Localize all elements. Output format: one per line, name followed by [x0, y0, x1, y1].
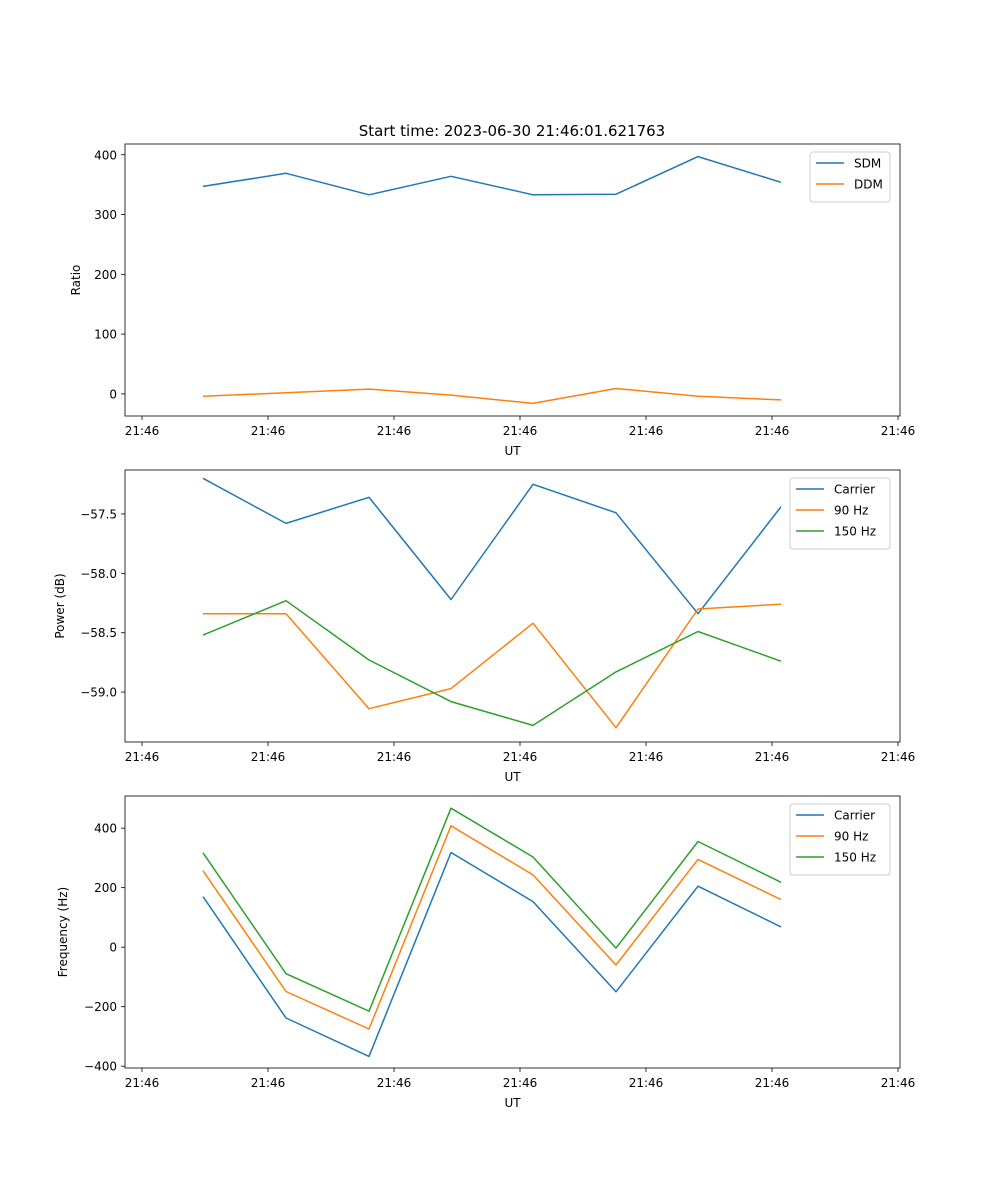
y-tick-label: 400: [94, 148, 117, 162]
plot-frame: [124, 469, 901, 743]
x-tick-label: 21:46: [377, 750, 412, 764]
x-tick-label: 21:46: [251, 750, 286, 764]
legend: Carrier 90 Hz 150 Hz: [789, 477, 891, 550]
chart-panel-2: 21:46 21:46 21:46 21:46 21:46 21:46 21:46 UT −59…: [53, 469, 916, 784]
x-tick-label: 21:46: [881, 1076, 916, 1090]
chart-panel-3: 21:46 21:46 21:46 21:46 21:46 21:46 21:46 UT −40…: [56, 795, 916, 1110]
series-line-150-hz: [202, 807, 782, 1012]
legend-box: [809, 151, 891, 203]
legend: SDM DDM: [809, 151, 891, 203]
series-line-sdm: [202, 155, 782, 196]
x-tick-label: 21:46: [125, 424, 160, 438]
y-tick-label: 0: [109, 387, 117, 401]
y-tick-label: 200: [94, 268, 117, 282]
y-tick-label: −58.0: [80, 567, 117, 581]
chart-panel-1: 21:46 21:46 21:46 21:46 21:46 21:46 21:46 UT 0 10…: [69, 143, 916, 458]
y-axis-label: Ratio: [69, 265, 83, 296]
y-tick-label: 400: [94, 822, 117, 836]
legend-entry: DDM: [854, 178, 883, 192]
series-line-90-hz: [203, 603, 782, 729]
x-tick-label: 21:46: [125, 1076, 160, 1090]
x-tick-label: 21:46: [503, 424, 538, 438]
plot-frame: [124, 795, 901, 1069]
x-axis-label: UT: [504, 770, 521, 784]
x-tick-label: 21:46: [503, 750, 538, 764]
y-axis-label: Frequency (Hz): [56, 887, 70, 978]
legend-entry: Carrier: [834, 483, 875, 497]
charts-container: 21:46 21:46 21:46 21:46 21:46 21:46 21:46 UT 0 10…: [53, 143, 916, 1110]
plot-frame: [124, 143, 901, 417]
x-tick-label: 21:46: [629, 1076, 664, 1090]
y-tick-label: −400: [84, 1060, 117, 1074]
y-axis-label: Power (dB): [53, 573, 67, 638]
x-axis-label: UT: [504, 444, 521, 458]
y-tick-label: 200: [94, 881, 117, 895]
y-tick-label: 100: [94, 328, 117, 342]
legend-entry: 90 Hz: [834, 830, 868, 844]
x-tick-label: 21:46: [881, 424, 916, 438]
y-tick-label: 300: [94, 208, 117, 222]
x-tick-label: 21:46: [629, 750, 664, 764]
series-line-90-hz: [202, 825, 782, 1030]
x-tick-label: 21:46: [629, 424, 664, 438]
legend-entry: SDM: [854, 157, 881, 171]
y-tick-label: −59.0: [80, 686, 117, 700]
legend-entry: 150 Hz: [834, 851, 876, 865]
x-tick-label: 21:46: [881, 750, 916, 764]
x-tick-label: 21:46: [125, 750, 160, 764]
legend: Carrier 90 Hz 150 Hz: [789, 803, 891, 876]
legend-entry: 90 Hz: [834, 504, 868, 518]
x-tick-label: 21:46: [377, 424, 412, 438]
legend-entry: Carrier: [834, 809, 875, 823]
figure-title: Start time: 2023-06-30 21:46:01.621763: [359, 122, 665, 140]
x-tick-label: 21:46: [503, 1076, 538, 1090]
x-tick-label: 21:46: [755, 750, 790, 764]
x-tick-label: 21:46: [755, 424, 790, 438]
series-line-150-hz: [202, 599, 782, 727]
y-tick-label: −58.5: [80, 626, 117, 640]
x-tick-label: 21:46: [251, 424, 286, 438]
series-line-carrier: [202, 851, 782, 1058]
y-tick-label: −57.5: [80, 507, 117, 521]
legend-entry: 150 Hz: [834, 525, 876, 539]
x-axis-label: UT: [504, 1096, 521, 1110]
x-tick-label: 21:46: [377, 1076, 412, 1090]
x-tick-label: 21:46: [755, 1076, 790, 1090]
y-tick-label: 0: [109, 941, 117, 955]
x-tick-label: 21:46: [251, 1076, 286, 1090]
y-tick-label: −200: [84, 1000, 117, 1014]
series-line-ddm: [202, 387, 782, 405]
series-line-carrier: [202, 477, 782, 615]
